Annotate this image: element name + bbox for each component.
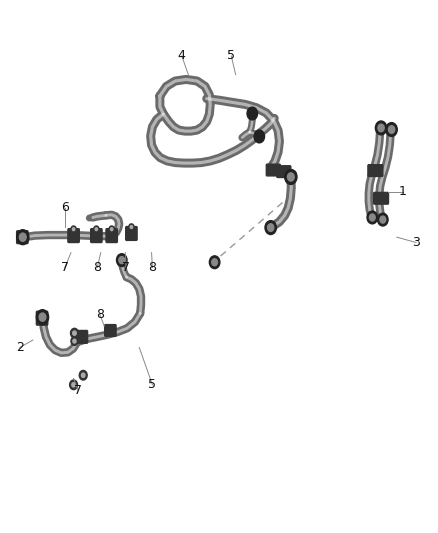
FancyBboxPatch shape [17,231,28,244]
Text: 8: 8 [96,308,104,321]
Circle shape [247,107,258,120]
Text: 3: 3 [412,236,420,249]
Circle shape [268,224,274,231]
Circle shape [389,126,395,133]
FancyBboxPatch shape [105,325,116,336]
Circle shape [36,310,49,325]
Text: 4: 4 [178,50,186,62]
Circle shape [71,226,76,232]
Circle shape [265,221,276,235]
Circle shape [130,225,133,229]
Circle shape [380,216,386,223]
FancyBboxPatch shape [277,166,291,177]
Text: 1: 1 [399,185,407,198]
Circle shape [212,259,218,266]
Circle shape [19,233,26,241]
Circle shape [375,121,387,135]
Circle shape [94,226,99,232]
Text: 7: 7 [74,384,82,397]
Circle shape [71,328,78,338]
FancyBboxPatch shape [106,229,117,243]
Circle shape [71,337,78,345]
Circle shape [129,224,134,230]
Text: 8: 8 [93,261,101,274]
Circle shape [72,228,75,231]
FancyBboxPatch shape [126,227,137,240]
Circle shape [110,228,113,231]
Circle shape [378,213,388,226]
Circle shape [119,256,125,264]
Circle shape [72,383,75,387]
Text: 8: 8 [148,261,156,274]
Circle shape [73,339,76,343]
Circle shape [73,331,76,335]
Circle shape [109,226,114,232]
Text: 7: 7 [61,261,69,274]
Circle shape [386,123,397,136]
Circle shape [39,313,46,321]
Circle shape [95,228,98,231]
FancyBboxPatch shape [374,192,389,204]
Text: 5: 5 [227,50,235,62]
Circle shape [81,373,85,377]
Text: 6: 6 [61,201,69,214]
Circle shape [117,254,127,266]
Text: 5: 5 [148,378,156,391]
Circle shape [287,173,294,181]
Circle shape [79,370,87,380]
Circle shape [17,230,29,245]
FancyBboxPatch shape [36,311,48,325]
Circle shape [254,130,265,143]
FancyBboxPatch shape [368,165,383,176]
FancyBboxPatch shape [75,330,88,343]
FancyBboxPatch shape [266,164,280,176]
Circle shape [285,169,297,184]
Text: 2: 2 [16,341,24,354]
Circle shape [209,256,220,269]
Text: 7: 7 [122,261,130,274]
FancyBboxPatch shape [68,229,79,243]
Circle shape [378,124,384,132]
Circle shape [70,380,78,390]
FancyBboxPatch shape [91,229,102,243]
Circle shape [369,214,375,221]
Circle shape [367,211,378,224]
